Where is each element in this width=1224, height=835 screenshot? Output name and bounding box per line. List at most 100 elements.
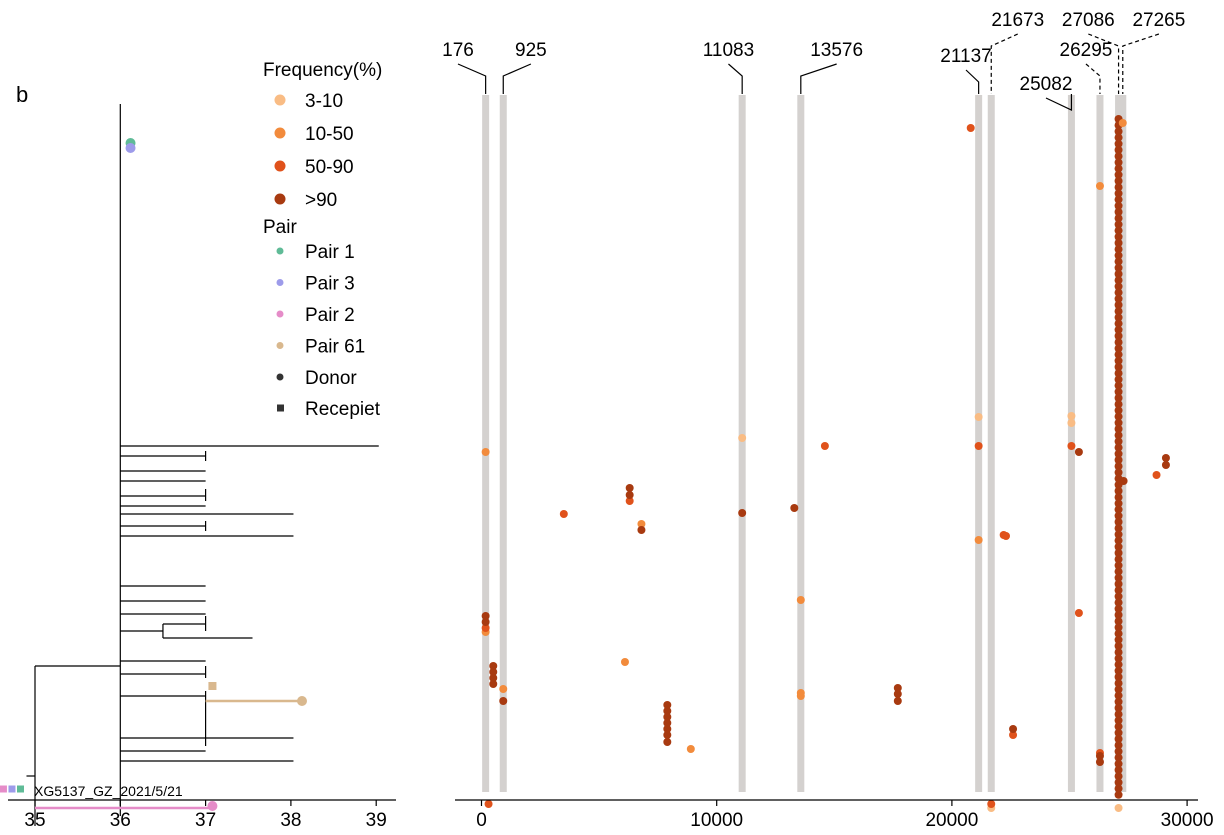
callout-label: 25082 xyxy=(1020,74,1073,95)
legend-freq-title: Frequency(%) xyxy=(263,60,382,81)
legend-role-items: Donor Recepiet xyxy=(276,368,381,420)
snv-point xyxy=(1114,232,1123,241)
snv-point xyxy=(1114,784,1123,793)
tree-tip-markers xyxy=(0,138,307,811)
snv-point xyxy=(1114,542,1123,551)
snv-point xyxy=(1114,642,1123,650)
snv-point xyxy=(1114,177,1123,185)
snv-point xyxy=(738,509,747,517)
snv-point xyxy=(1095,752,1104,760)
snv-point xyxy=(1001,532,1010,540)
snv-point xyxy=(1114,319,1123,328)
tree-tick-label: 36 xyxy=(110,810,131,831)
snv-point xyxy=(893,690,902,698)
callout-leader xyxy=(965,69,980,94)
snv-point xyxy=(1114,307,1123,316)
snv-point xyxy=(1114,214,1123,223)
snv-point xyxy=(1114,804,1123,812)
callout-leader xyxy=(1085,63,1101,94)
legend-freq-marker xyxy=(274,160,286,172)
snv-point xyxy=(1118,119,1127,127)
legend-pair-items: Pair 1 Pair 3 Pair 2 Pair 61 xyxy=(276,242,365,358)
callout-leader xyxy=(1122,33,1160,94)
snv-point xyxy=(1009,731,1018,739)
snv-point xyxy=(625,491,634,499)
genome-x-ticks: 0 10000 20000 30000 xyxy=(476,800,1214,831)
snv-point xyxy=(663,713,672,721)
snv-point xyxy=(974,536,983,544)
snv-point xyxy=(663,725,672,733)
snv-point xyxy=(1114,387,1123,396)
snv-point xyxy=(1114,660,1123,669)
legend-pair-marker xyxy=(276,342,284,349)
legend-freq-label: 10-50 xyxy=(305,124,354,145)
tree-branches xyxy=(26,104,379,826)
snv-point xyxy=(1114,561,1123,570)
tree-tick-label: 37 xyxy=(195,810,216,831)
snv-point xyxy=(1114,443,1123,452)
snv-point xyxy=(1114,164,1123,173)
snv-point xyxy=(1114,418,1123,427)
snv-point xyxy=(1114,270,1123,278)
snv-point xyxy=(481,618,490,626)
legend-role-label: Recepiet xyxy=(305,399,381,420)
callout-label: 11083 xyxy=(703,40,754,61)
legend-pair-label: Pair 1 xyxy=(305,242,355,263)
snv-point xyxy=(1114,431,1123,440)
snv-point xyxy=(1095,758,1104,766)
snv-point xyxy=(481,624,490,632)
snv-point xyxy=(1114,679,1123,688)
snv-point xyxy=(1114,363,1123,371)
snv-point xyxy=(1114,611,1123,619)
snv-point xyxy=(1114,704,1123,712)
tree-panel: XG5137_GZ_2021/5/21 35 36 37 38 39 xyxy=(0,104,396,831)
tip-square-marker xyxy=(16,785,24,793)
tip-square-marker xyxy=(208,682,217,690)
snv-point xyxy=(1114,276,1123,285)
snv-point xyxy=(1067,412,1076,420)
snv-point xyxy=(1114,722,1123,731)
snv-point xyxy=(1114,505,1123,514)
snv-point xyxy=(1114,245,1123,254)
tip-circle-marker xyxy=(125,143,136,153)
snv-point xyxy=(974,413,983,421)
snv-point xyxy=(1114,549,1123,557)
snv-point xyxy=(489,674,498,682)
snv-point xyxy=(1114,580,1123,588)
tip-square-marker xyxy=(8,785,16,793)
snv-point xyxy=(1114,648,1123,657)
legend-pair-title: Pair xyxy=(263,217,297,238)
genome-tick-label: 0 xyxy=(476,810,487,831)
snv-point xyxy=(1161,454,1170,462)
snv-point xyxy=(1114,251,1123,260)
legend-pair-marker xyxy=(276,310,284,318)
callout-label: 176 xyxy=(442,40,474,61)
callout-label: 27265 xyxy=(1132,10,1185,31)
snv-point xyxy=(1114,567,1123,576)
snv-point xyxy=(1114,437,1123,446)
snv-point xyxy=(1114,425,1123,433)
tip-circle-marker xyxy=(207,801,218,811)
snv-point xyxy=(1114,325,1123,334)
snv-point xyxy=(1114,604,1123,613)
snv-point xyxy=(1114,400,1123,409)
snv-point xyxy=(1067,442,1076,450)
snv-point xyxy=(1114,487,1123,495)
snv-point xyxy=(1119,477,1128,485)
legend-freq-marker xyxy=(274,193,286,205)
snv-point xyxy=(1114,728,1123,737)
snv-point xyxy=(489,668,498,676)
callout-label: 26295 xyxy=(1060,40,1113,61)
snv-point xyxy=(1114,778,1123,787)
snv-point xyxy=(1114,375,1123,384)
snv-point xyxy=(974,442,983,450)
highlight-band xyxy=(987,95,995,792)
tree-tick-label: 38 xyxy=(280,810,301,831)
snv-point xyxy=(1114,226,1123,235)
snv-point xyxy=(1114,666,1123,675)
callout-leader xyxy=(728,63,743,94)
snv-point xyxy=(1114,716,1123,725)
